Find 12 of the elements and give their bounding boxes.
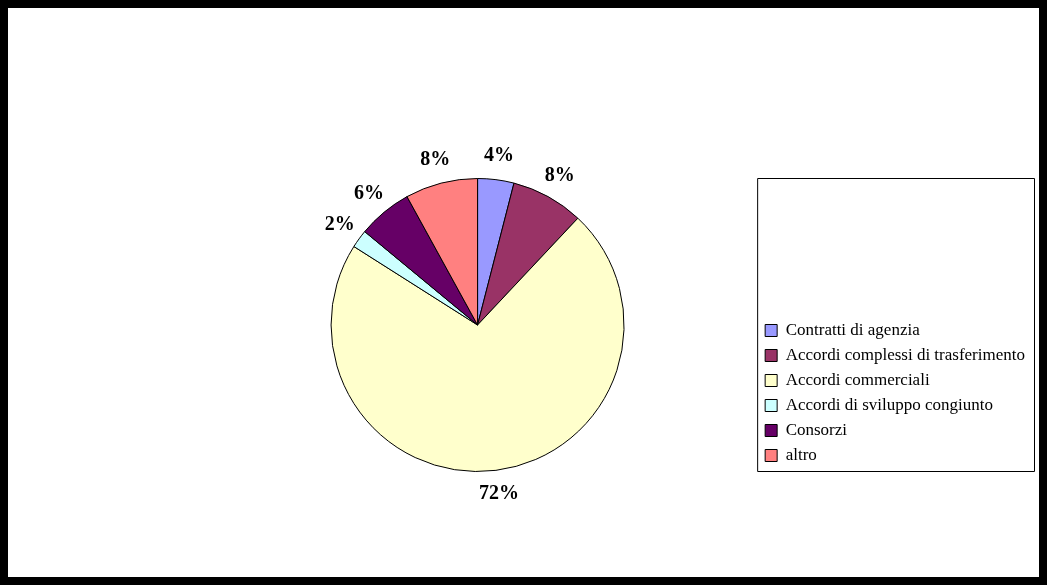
data-label: 72% <box>478 481 519 504</box>
legend-label: Accordi commerciali <box>785 369 930 389</box>
legend-label: Consorzi <box>785 419 848 439</box>
data-label: 8% <box>544 162 575 185</box>
legend-label: altro <box>785 444 817 464</box>
legend-label: Contratti di agenzia <box>785 319 921 339</box>
data-label: 8% <box>420 147 451 170</box>
data-label: 4% <box>483 143 514 166</box>
legend-label: Accordi di sviluppo congiunto <box>785 394 993 414</box>
data-label: 6% <box>353 180 384 203</box>
legend-label: Accordi complessi di trasferimento <box>785 344 1026 364</box>
data-label: 2% <box>324 211 355 234</box>
